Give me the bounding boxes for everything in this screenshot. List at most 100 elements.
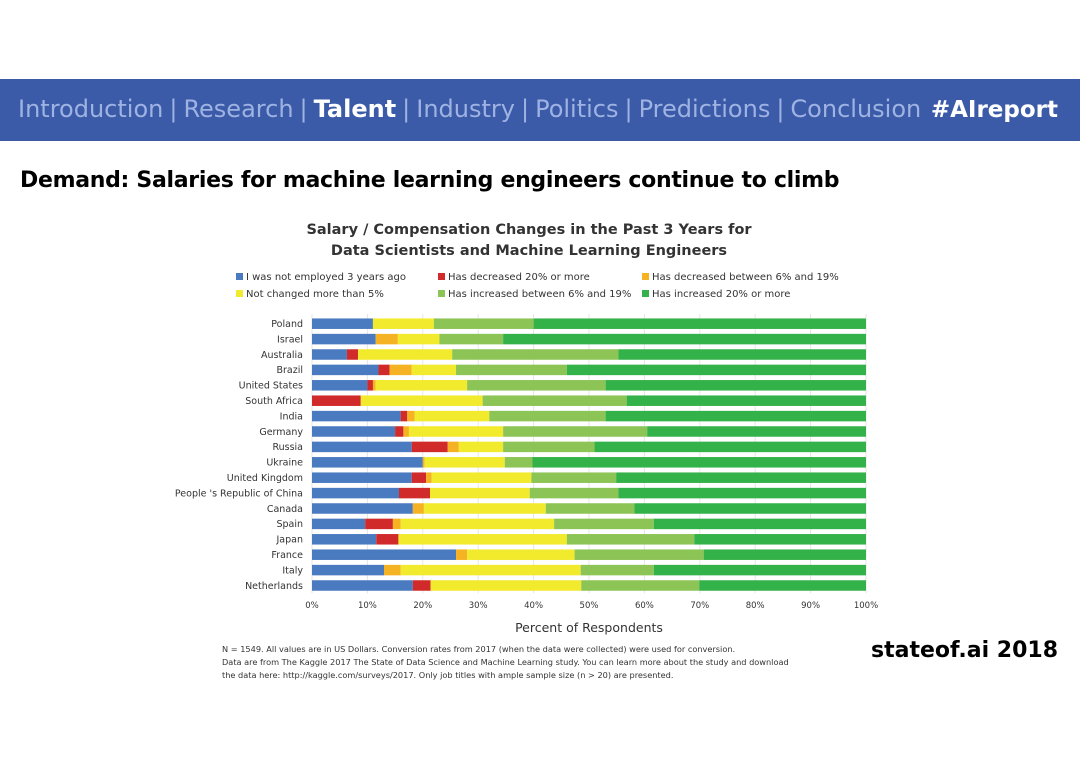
nav-separator: |: [169, 95, 178, 123]
bar-segment: [699, 580, 866, 591]
bar-segment: [447, 441, 459, 453]
bar-segment: [430, 580, 582, 591]
bar-segment: [467, 380, 606, 391]
y-category-label: Poland: [271, 319, 303, 330]
bar-segment: [430, 487, 530, 499]
x-tick-label: 40%: [524, 601, 543, 611]
nav-separator: |: [402, 95, 411, 123]
chart-title-line: Data Scientists and Machine Learning Eng…: [331, 243, 727, 259]
bar-segment: [580, 564, 654, 576]
y-category-label: India: [280, 411, 303, 422]
top-nav-bar: Introduction | Research | Talent | Industry | Po…: [0, 79, 1080, 141]
bar-segment: [412, 503, 424, 514]
bar-segment: [411, 364, 457, 376]
bar-segment: [531, 472, 617, 483]
legend-label: Not changed more than 5%: [246, 289, 384, 300]
chart-footnote: the data here: http://kaggle.com/surveys…: [222, 670, 673, 680]
nav-item-introduction[interactable]: Introduction: [18, 95, 164, 123]
bar-segment: [616, 472, 866, 483]
nav-separator: |: [776, 95, 785, 123]
bar-segment: [533, 318, 866, 329]
bar-segment: [312, 426, 396, 437]
bar-segment: [545, 503, 635, 514]
bar-segment: [456, 549, 468, 560]
bar-segment: [367, 380, 373, 391]
bar-segment: [422, 457, 425, 468]
bar-segment: [489, 410, 606, 422]
legend-label: Has decreased 20% or more: [448, 272, 590, 283]
bar-segment: [408, 426, 504, 437]
bar-segment: [581, 580, 700, 591]
chart-title-line: Salary / Compensation Changes in the Pas…: [306, 222, 752, 238]
bar-segment: [594, 441, 866, 453]
bar-segment: [467, 549, 575, 560]
bar-segment: [357, 349, 453, 360]
bar-segment: [503, 441, 595, 453]
bar-segment: [554, 518, 654, 530]
bar-segment: [398, 534, 567, 545]
nav-item-industry[interactable]: Industry: [416, 95, 515, 123]
nav-item-politics[interactable]: Politics: [535, 95, 619, 123]
legend-swatch: [642, 290, 649, 297]
x-tick-label: 100%: [854, 601, 878, 611]
bar-segment: [384, 564, 401, 576]
bar-segment: [503, 333, 866, 345]
legend-swatch: [438, 273, 445, 280]
bar-segment: [312, 472, 412, 483]
bar-segment: [694, 534, 866, 545]
bar-segment: [653, 518, 866, 530]
bar-segment: [566, 534, 695, 545]
bar-segment: [395, 426, 404, 437]
bar-segment: [618, 487, 866, 499]
bar-segment: [365, 518, 393, 530]
y-category-label: Japan: [276, 535, 304, 546]
bar-segment: [424, 457, 505, 468]
bar-segment: [458, 441, 504, 453]
bar-segment: [346, 349, 358, 360]
x-tick-label: 50%: [580, 601, 599, 611]
bar-segment: [503, 426, 648, 437]
bar-segment: [400, 410, 408, 422]
nav-separator: |: [624, 95, 633, 123]
legend-swatch: [236, 273, 243, 280]
bar-segment: [312, 564, 385, 576]
y-category-label: Italy: [282, 565, 303, 576]
bar-segment: [375, 380, 468, 391]
bar-segment: [653, 564, 866, 576]
bar-segment: [312, 395, 361, 406]
hashtag-label: #AIreport: [930, 97, 1058, 123]
chart-footnote: Data are from The Kaggle 2017 The State …: [222, 657, 789, 667]
x-tick-label: 0%: [305, 601, 319, 611]
y-category-label: United States: [239, 381, 303, 392]
bar-segment: [423, 503, 546, 514]
bar-segment: [400, 564, 581, 576]
bar-segment: [439, 333, 504, 345]
y-category-label: Australia: [261, 350, 303, 361]
y-category-label: Ukraine: [266, 458, 303, 469]
bar-segment: [456, 364, 567, 376]
y-category-label: South Africa: [245, 396, 303, 407]
bar-segment: [312, 487, 399, 499]
bar-segment: [312, 318, 373, 329]
bar-segment: [532, 457, 866, 468]
legend-label: Has decreased between 6% and 19%: [652, 272, 839, 283]
bar-segment: [411, 472, 427, 483]
x-tick-label: 30%: [469, 601, 488, 611]
bar-segment: [605, 380, 866, 391]
nav-item-research[interactable]: Research: [183, 95, 294, 123]
stacked-bar-chart: Salary / Compensation Changes in the Pas…: [175, 222, 878, 680]
bar-segment: [389, 364, 412, 376]
bar-segment: [647, 426, 866, 437]
bar-segment: [605, 410, 866, 422]
bar-segment: [452, 349, 619, 360]
bar-segment: [574, 549, 704, 560]
legend-swatch: [236, 290, 243, 297]
nav-item-talent[interactable]: Talent: [313, 95, 397, 123]
nav-item-conclusion[interactable]: Conclusion: [790, 95, 922, 123]
legend-label: Has increased between 6% and 19%: [448, 289, 631, 300]
bar-segment: [312, 503, 413, 514]
bar-segment: [312, 410, 401, 422]
bar-segment: [703, 549, 866, 560]
nav-item-predictions[interactable]: Predictions: [638, 95, 771, 123]
bar-segment: [312, 549, 457, 560]
